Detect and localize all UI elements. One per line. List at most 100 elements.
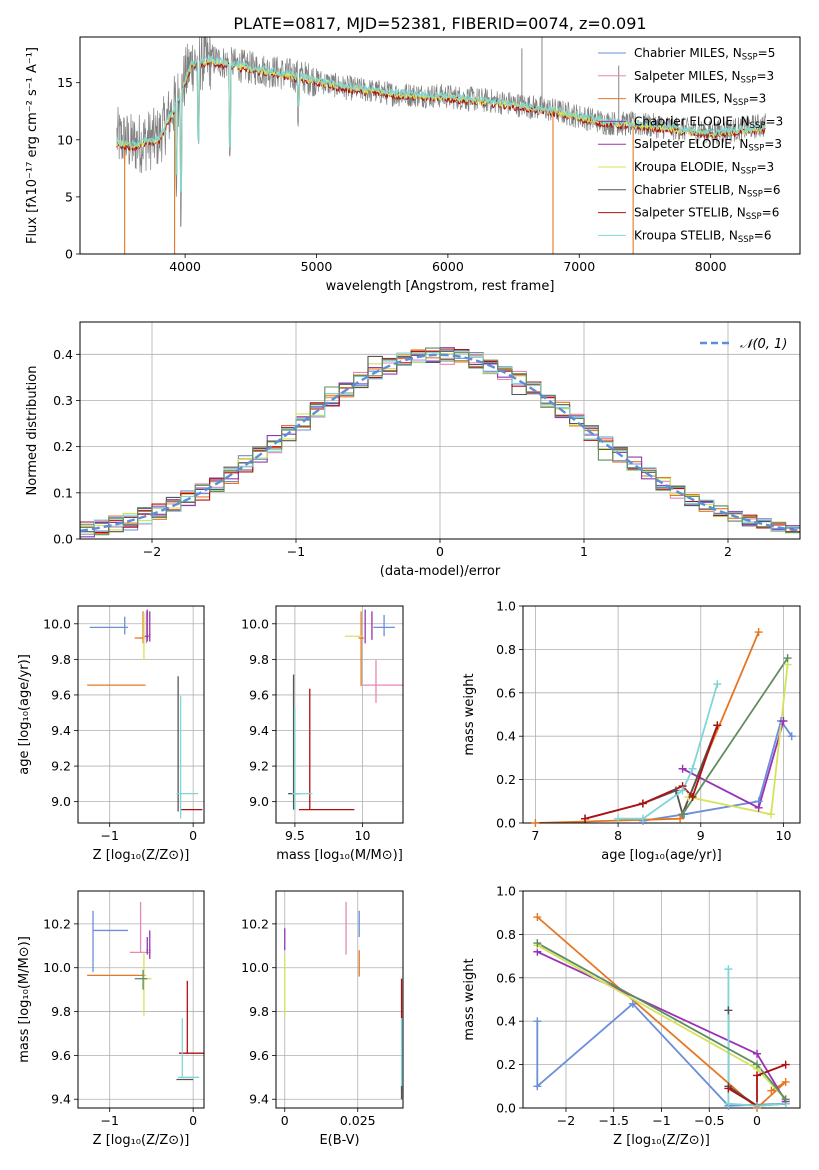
axes-frame [275, 890, 404, 1109]
weight-marker [688, 764, 697, 773]
y-tick-label: 9.2 [51, 759, 71, 774]
y-tick-label: 1.0 [496, 599, 516, 614]
legend-entry: Salpeter ELODIE, NSSP=3 [634, 137, 782, 154]
axes-frame [77, 605, 205, 824]
weight-marker [678, 810, 687, 819]
legend-entry: Kroupa MILES, NSSP=3 [634, 92, 766, 109]
weight-marker [581, 814, 590, 823]
y-tick-label: 10.2 [43, 916, 71, 931]
y-axis-label: age [log₁₀(age/yr)] [17, 654, 32, 775]
x-tick-label: 9.5 [285, 828, 305, 843]
legend: 𝒩(0, 1) [700, 337, 787, 352]
errorbar-chabrier-miles [89, 616, 129, 635]
axes-frame [79, 36, 801, 255]
y-axis-label: Flux [fλ10⁻¹⁷ erg cm⁻² s⁻¹ A⁻¹] [25, 47, 40, 244]
y-tick-label: 9.4 [249, 723, 269, 738]
errorbar-chabrier-miles [92, 910, 129, 973]
legend-entry: 𝒩(0, 1) [740, 337, 787, 352]
weight-marker [724, 1084, 733, 1093]
y-tick-label: 0.6 [496, 685, 516, 700]
x-tick-label: 0 [436, 544, 444, 559]
x-tick-label: 10 [355, 828, 371, 843]
x-tick-label: 8 [614, 828, 622, 843]
errorbar-kroupa-miles [134, 611, 145, 644]
weight-marker [754, 803, 763, 812]
axes-frame [275, 605, 404, 824]
plot-area-z-mass [87, 901, 204, 1081]
weight-line-salpeter-stelib [727, 1063, 787, 1108]
y-tick-label: 9.6 [249, 687, 269, 702]
y-tick-label: 10 [57, 132, 73, 147]
x-axis-label: age [log₁₀(age/yr)] [601, 848, 722, 863]
y-tick-label: 0.2 [496, 772, 516, 787]
y-axis-label: mass weight [462, 958, 477, 1040]
errorbar-chabrier-elodie [144, 609, 149, 642]
weight-marker [678, 764, 687, 773]
y-tick-label: 9.4 [51, 1092, 71, 1107]
errorbar-chabrier-miles [373, 614, 395, 637]
x-axis-label: Z [log₁₀(Z/Z⊙)] [93, 1133, 190, 1148]
x-tick-label: 0 [189, 1113, 197, 1128]
weight-marker [678, 786, 687, 795]
weight-marker [533, 1017, 542, 1026]
axes-frame [522, 890, 801, 1109]
errorbar-salpeter-elodie [148, 611, 151, 642]
weight-marker [533, 913, 542, 922]
y-tick-label: 9.8 [51, 652, 71, 667]
y-tick-label: 10.0 [241, 960, 269, 975]
legend-entry: Chabrier STELIB, NSSP=6 [634, 183, 781, 200]
y-tick-label: 10.0 [43, 616, 71, 631]
errorbar-salpeter-miles [362, 660, 403, 703]
y-tick-label: 0.4 [496, 729, 516, 744]
x-tick-label: 8000 [695, 259, 727, 274]
x-tick-label: −0.5 [694, 1113, 724, 1128]
errorbar-chabrier-elodie [146, 937, 149, 955]
weight-marker [753, 1049, 762, 1058]
y-tick-label: 9.8 [51, 1004, 71, 1019]
y-tick-label: 9.8 [249, 1004, 269, 1019]
legend-entry: Salpeter MILES, NSSP=3 [634, 69, 774, 86]
legend-entry: Kroupa STELIB, NSSP=6 [634, 228, 772, 245]
errorbar-kroupa-elodie [143, 613, 145, 660]
y-tick-label: 10.0 [43, 960, 71, 975]
plot-area-z-age [87, 609, 203, 819]
x-axis-label: Z [log₁₀(Z/Z⊙)] [93, 848, 190, 863]
x-tick-label: 10 [776, 828, 792, 843]
weight-marker [713, 721, 722, 730]
weight-marker [628, 999, 637, 1008]
weight-marker [638, 814, 647, 823]
x-tick-label: −1 [100, 828, 118, 843]
axes-frame [77, 890, 205, 1109]
x-axis-label: Z [log₁₀(Z/Z⊙)] [613, 1133, 710, 1148]
panel-z-mass: −1 0 9.4 9.6 9.8 10.0 10.2 Z [log₁₀(Z/Z⊙)] mass … [17, 890, 205, 1148]
y-tick-label: 9.4 [249, 1092, 269, 1107]
weight-line-chabrier-stelib [584, 725, 719, 820]
figure-title: PLATE=0817, MJD=52381, FIBERID=0074, z=0… [233, 14, 646, 33]
y-tick-label: 0.4 [53, 347, 73, 362]
plot-area-ebv-mass [284, 901, 403, 1100]
axes-frame [79, 321, 801, 540]
errorbar-salpeter-stelib [178, 980, 204, 1054]
x-tick-label: 5000 [301, 259, 333, 274]
x-tick-label: 0.025 [340, 1113, 376, 1128]
legend: Chabrier MILES, NSSP=5 Salpeter MILES, NS… [598, 46, 783, 245]
weight-marker [753, 1060, 762, 1069]
y-tick-label: 0 [65, 247, 73, 262]
weight-line-kroupa-stelib [618, 683, 719, 820]
plot-area-spectrum [116, 37, 767, 254]
plot-area-weights-age [535, 631, 793, 823]
y-tick-label: 0.4 [496, 1014, 516, 1029]
x-tick-label: 1 [580, 544, 588, 559]
x-tick-label: −1.5 [599, 1113, 629, 1128]
errorbar-kroupa-stelib [178, 1018, 199, 1078]
panel-residuals: −2 −1 0 1 2 0.0 0.1 0.2 0.3 0.4 (data-model)/error… [25, 321, 801, 579]
weight-marker [754, 628, 763, 637]
weight-marker [638, 799, 647, 808]
y-tick-label: 0.3 [53, 393, 73, 408]
weight-marker [787, 732, 796, 741]
x-axis-label: E(B-V) [319, 1133, 359, 1148]
weight-line-kroupa-miles [535, 631, 760, 823]
x-tick-label: −1 [287, 544, 305, 559]
x-tick-label: −2 [143, 544, 161, 559]
